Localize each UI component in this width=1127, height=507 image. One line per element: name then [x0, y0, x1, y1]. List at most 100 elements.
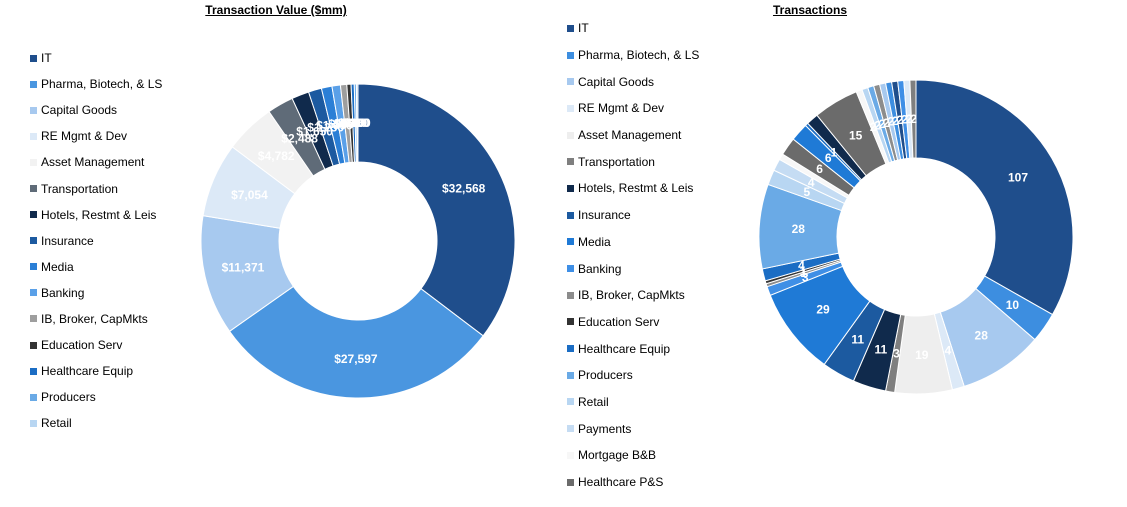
data-label: 6: [825, 151, 832, 165]
data-label: 2: [888, 115, 895, 129]
legend-item-healthcare-equip: Healthcare Equip: [30, 358, 162, 384]
legend-swatch: [30, 263, 37, 271]
legend-label: IT: [41, 51, 52, 66]
legend-swatch: [30, 419, 37, 427]
legend-item-producers: Producers: [30, 384, 162, 410]
legend-label: IB, Broker, CapMkts: [578, 288, 685, 303]
legend-swatch: [30, 393, 37, 401]
data-label: 107: [1008, 171, 1028, 185]
legend-label: Pharma, Biotech, & LS: [578, 48, 700, 63]
data-label: 2: [883, 116, 890, 130]
data-label: 4: [808, 176, 815, 190]
data-label: $32,568: [442, 181, 486, 195]
legend-label: Media: [578, 234, 611, 249]
chart-legend: IT Pharma, Biotech, & LS Capital Goods RE M…: [30, 45, 162, 436]
data-label: $600: [334, 116, 361, 130]
legend-label: Hotels, Restmt & Leis: [41, 207, 157, 222]
legend-label: Education Serv: [41, 338, 123, 353]
data-label: $11,371: [222, 260, 265, 274]
transactions-panel: Transactions IT Pharma, Biotech, & LS Capi…: [545, 0, 1127, 507]
legend-swatch: [567, 478, 574, 486]
legend-item-retail: Retail: [567, 389, 699, 416]
legend-item-education-serv: Education Serv: [567, 309, 699, 336]
legend-label: Education Serv: [578, 314, 660, 329]
legend-item-it: IT: [567, 15, 699, 42]
data-label: $400: [338, 116, 365, 130]
data-label: $300: [341, 116, 368, 130]
data-label: 5: [804, 185, 811, 199]
legend-label: Payments: [578, 421, 632, 436]
legend-label: Retail: [578, 394, 609, 409]
legend-item-asset-management: Asset Management: [567, 122, 699, 149]
donut-slice-retail: [355, 83, 359, 163]
data-label: 28: [792, 222, 806, 236]
legend-swatch: [30, 80, 37, 88]
legend-label: Capital Goods: [578, 74, 655, 89]
data-label: $27,597: [334, 352, 378, 366]
legend-item-retail: Retail: [30, 410, 162, 436]
legend-swatch: [567, 211, 574, 219]
donut-slice-transportation: [909, 79, 917, 159]
data-label: 4: [798, 258, 805, 272]
data-label: $4,782: [258, 149, 295, 163]
data-label: 28: [975, 328, 989, 342]
data-label: 6: [816, 162, 823, 176]
donut-slice-pharma-biotech-and-ls: [228, 285, 484, 399]
legend-label: Producers: [578, 368, 633, 383]
legend-label: IT: [578, 21, 589, 36]
legend-swatch: [567, 371, 574, 379]
data-label: 4: [944, 344, 951, 358]
transaction-value-panel: Transaction Value ($mm) IT Pharma, Biotec…: [0, 0, 545, 507]
legend-swatch: [30, 367, 37, 375]
legend-label: Hotels, Restmt & Leis: [578, 181, 694, 196]
legend-item-transportation: Transportation: [30, 175, 162, 201]
legend-swatch: [567, 425, 574, 433]
data-label: 3: [893, 346, 900, 360]
legend-item-re-mgmt-and-dev: RE Mgmt & Dev: [30, 123, 162, 149]
data-label: $150: [344, 116, 371, 130]
legend-item-ib-broker-capmkts: IB, Broker, CapMkts: [567, 282, 699, 309]
data-label: $1,250: [307, 121, 344, 135]
data-label: 3: [802, 271, 809, 285]
legend-swatch: [30, 315, 37, 323]
chart-title: Transactions: [772, 3, 848, 17]
legend-label: Asset Management: [578, 128, 682, 143]
legend-swatch: [567, 398, 574, 406]
donut-slice-it: [915, 79, 1074, 316]
legend-item-hotels-restmt-and-leis: Hotels, Restmt & Leis: [567, 175, 699, 202]
legend-item-asset-management: Asset Management: [30, 149, 162, 175]
legend-swatch: [567, 318, 574, 326]
legend-swatch: [30, 185, 37, 193]
legend-label: Banking: [41, 285, 85, 300]
legend-label: Retail: [41, 416, 72, 431]
legend-swatch: [567, 51, 574, 59]
legend-swatch: [567, 104, 574, 112]
legend-swatch: [567, 184, 574, 192]
legend-label: Healthcare Equip: [41, 364, 134, 379]
legend-label: Insurance: [41, 233, 94, 248]
data-label: $1,650: [296, 124, 333, 138]
legend-label: Asset Management: [41, 155, 145, 170]
legend-swatch: [30, 237, 37, 245]
data-label: 2: [897, 113, 904, 127]
data-label: 2: [910, 112, 917, 126]
legend-label: Banking: [578, 261, 622, 276]
legend-item-capital-goods: Capital Goods: [567, 68, 699, 95]
data-label: 29: [816, 303, 830, 317]
legend-label: Producers: [41, 390, 96, 405]
legend-item-insurance: Insurance: [30, 228, 162, 254]
legend-label: Transportation: [578, 154, 655, 169]
legend-swatch: [30, 289, 37, 297]
legend-item-banking: Banking: [567, 255, 699, 282]
legend-item-banking: Banking: [30, 280, 162, 306]
legend-item-media: Media: [30, 254, 162, 280]
data-label: $2,488: [281, 131, 318, 145]
legend-label: IB, Broker, CapMkts: [41, 311, 148, 326]
legend-item-media: Media: [567, 229, 699, 256]
legend-swatch: [567, 158, 574, 166]
legend-label: Insurance: [578, 208, 631, 223]
data-label: 1: [800, 264, 807, 278]
data-label: 2: [870, 120, 877, 134]
data-label: 2: [874, 118, 881, 132]
